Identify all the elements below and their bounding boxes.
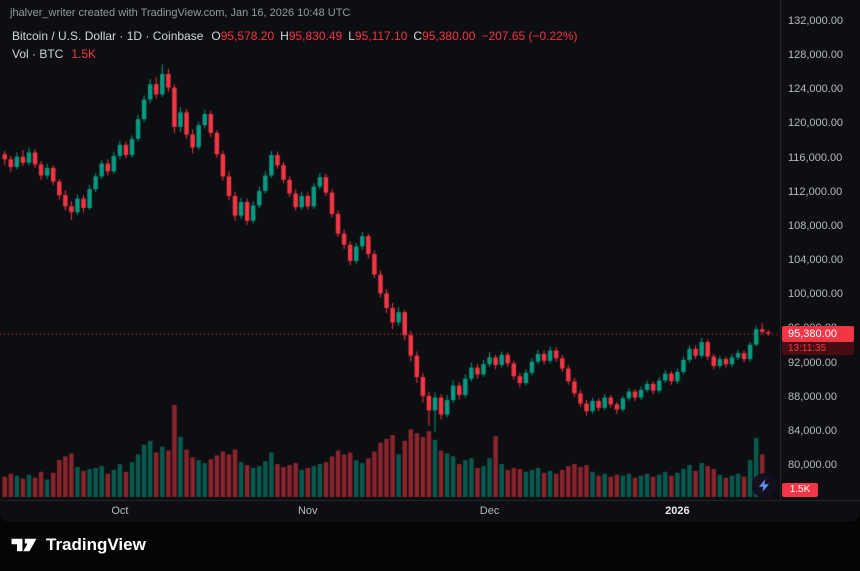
volume-value-badge: 1.5K bbox=[782, 482, 818, 497]
price-axis-label: 132,000.00 bbox=[788, 15, 844, 27]
tradingview-logo-icon bbox=[10, 534, 38, 556]
price-axis-label: 124,000.00 bbox=[788, 83, 844, 96]
price-axis-label: 100,000.00 bbox=[788, 288, 844, 301]
tradingview-logo-text: TradingView bbox=[46, 535, 146, 554]
lightning-bolt-icon bbox=[758, 479, 769, 492]
chart-legend: Bitcoin / U.S. Dollar · 1D · Coinbase O95… bbox=[12, 28, 578, 62]
price-axis-label: 128,000.00 bbox=[788, 49, 844, 62]
legend-volume-row: Vol · BTC 1.5K bbox=[12, 46, 578, 62]
bar-countdown: 13:11:35 bbox=[782, 341, 854, 355]
ohlc-low-value: 95,117.10 bbox=[354, 29, 408, 43]
time-axis-label: Nov bbox=[297, 505, 318, 517]
volume-indicator-value: 1.5K bbox=[71, 47, 97, 61]
time-axis-label: 2026 bbox=[665, 505, 690, 517]
time-axis-label: Oct bbox=[111, 505, 129, 517]
chart-canvas[interactable] bbox=[0, 0, 780, 500]
price-axis-label: 80,000.00 bbox=[788, 459, 837, 471]
ohlc-open-value: 95,578.20 bbox=[220, 29, 275, 43]
ohlc-close-label: C bbox=[413, 29, 423, 43]
price-axis-label: 112,000.00 bbox=[788, 185, 843, 198]
author-avatar bbox=[752, 473, 777, 498]
volume-indicator-label[interactable]: Vol · BTC bbox=[12, 47, 64, 61]
price-axis-label: 92,000.00 bbox=[788, 356, 837, 369]
price-axis-label: 104,000.00 bbox=[788, 254, 844, 267]
symbol-title[interactable]: Bitcoin / U.S. Dollar · 1D · Coinbase bbox=[12, 29, 204, 43]
last-price-badge: 95,380.00 bbox=[782, 325, 854, 342]
price-axis-label: 84,000.00 bbox=[788, 424, 837, 437]
ohlc-low-label: L bbox=[348, 29, 355, 43]
ohlc-open-label: O bbox=[211, 29, 221, 43]
ohlc-close-value: 95,380.00 bbox=[422, 29, 476, 43]
price-axis-label: 88,000.00 bbox=[788, 390, 837, 403]
time-axis-label: Dec bbox=[479, 505, 500, 517]
price-axis[interactable]: 95,380.00 13:11:35 1.5K 132,000.00 128,00… bbox=[780, 0, 860, 500]
ohlc-high-value: 95,830.49 bbox=[288, 29, 343, 43]
price-axis-label: 108,000.00 bbox=[788, 219, 844, 232]
tradingview-logo[interactable]: TradingView bbox=[10, 531, 146, 559]
time-axis[interactable]: Oct Nov Dec 2026 bbox=[0, 500, 860, 523]
chart-panel: jhalver_writer created with TradingView.… bbox=[0, 0, 860, 522]
change-value: −207.65 (−0.22%) bbox=[481, 29, 578, 43]
legend-symbol-row: Bitcoin / U.S. Dollar · 1D · Coinbase O95… bbox=[12, 28, 578, 44]
ohlc-high-label: H bbox=[280, 29, 289, 43]
price-axis-label: 120,000.00 bbox=[788, 117, 844, 130]
price-axis-label: 116,000.00 bbox=[788, 151, 843, 164]
